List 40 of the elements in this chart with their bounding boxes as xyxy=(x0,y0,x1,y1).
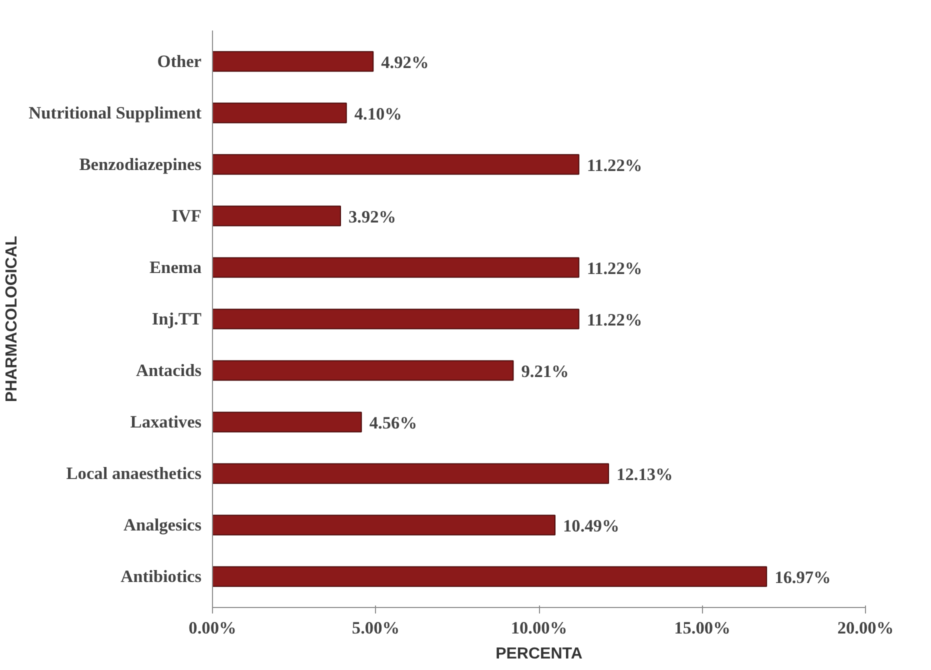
y-tick-label: Nutritional Suppliment xyxy=(28,103,202,122)
y-tick-label: Local anaesthetics xyxy=(66,464,202,484)
y-tick-label: Laxatives xyxy=(130,412,202,432)
y-tick-label: IVF xyxy=(172,206,202,226)
data-label: 4.10% xyxy=(354,104,402,124)
data-label: 9.21% xyxy=(521,362,569,382)
bar xyxy=(212,51,374,72)
data-label: 11.22% xyxy=(586,310,642,330)
x-tick-label: 15.00% xyxy=(674,618,730,638)
y-tick-label: Other xyxy=(157,52,202,71)
bar xyxy=(212,566,768,587)
x-tick-label: 20.00% xyxy=(837,618,894,638)
y-tick-label: Analgesics xyxy=(124,516,202,535)
bar xyxy=(212,412,362,432)
y-tick-label: Antibiotics xyxy=(120,567,202,586)
bar xyxy=(212,514,556,536)
x-tick-label: 10.00% xyxy=(510,618,568,638)
data-label: 11.22% xyxy=(586,156,642,175)
y-tick-label: Antacids xyxy=(136,361,202,380)
bar xyxy=(212,308,580,330)
data-label: 12.13% xyxy=(616,465,673,484)
data-label: 4.56% xyxy=(369,414,418,433)
y-axis-title: PHARMACOLOGICAL xyxy=(4,236,21,402)
x-tick-label: 5.00% xyxy=(352,618,400,638)
data-label: 11.22% xyxy=(586,258,642,278)
bar xyxy=(212,257,580,278)
bar xyxy=(212,102,347,124)
data-label: 3.92% xyxy=(348,207,396,226)
data-label: 4.92% xyxy=(381,52,429,72)
bar xyxy=(212,463,610,484)
data-label: 16.97% xyxy=(774,568,831,588)
y-tick-label: Enema xyxy=(150,258,202,277)
x-axis-title: PERCENTA xyxy=(496,646,583,662)
data-label: 10.49% xyxy=(563,516,620,536)
x-tick-label: 0.00% xyxy=(188,618,236,638)
y-tick-label: Benzodiazepines xyxy=(79,154,202,174)
y-tick-label: Inj.TT xyxy=(152,310,202,328)
bar xyxy=(212,154,580,175)
bar xyxy=(212,360,514,381)
bar xyxy=(212,206,341,226)
